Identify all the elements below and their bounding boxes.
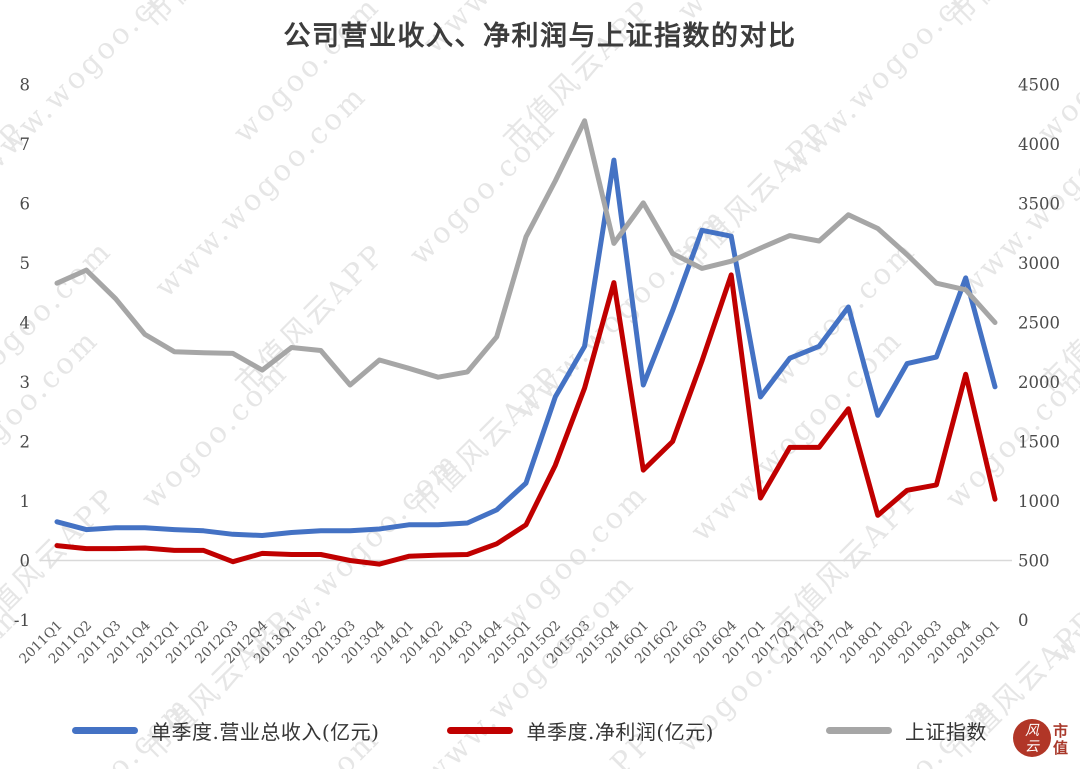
left-axis-tick: -1 [14,611,30,630]
logo-seal-text: 风云 [1025,722,1039,755]
right-axis-tick: 4500 [1018,76,1060,95]
logo-seal-icon: 风云 [1013,718,1051,757]
left-axis-tick: 8 [20,76,31,95]
right-axis-tick: 3500 [1018,195,1060,214]
series-line-1 [54,272,998,567]
left-axis-tick: 7 [20,135,31,154]
series-line-0 [54,157,998,538]
legend-item-sse-index: 上证指数 [825,716,987,745]
chart-legend: 单季度.营业总收入(亿元) 单季度.净利润(亿元) 上证指数 [72,716,987,745]
right-axis-tick: 1000 [1018,492,1060,511]
left-axis-tick: 5 [20,254,31,273]
right-axis-tick: 1500 [1018,433,1060,452]
legend-label: 上证指数 [904,720,987,744]
legend-item-net-profit: 单季度.净利润(亿元) [447,716,713,745]
right-axis-tick: 2500 [1018,314,1060,333]
right-axis-tick: 0 [1018,611,1029,630]
right-axis-tick: 2000 [1018,373,1060,392]
left-axis-tick: 1 [20,492,31,511]
legend-label: 单季度.营业总收入(亿元) [151,720,380,744]
left-axis-tick: 2 [20,433,31,452]
right-axis-tick: 3000 [1018,254,1060,273]
net-profit-line-swatch [447,727,514,734]
left-axis-tick: 3 [20,373,31,392]
right-axis-tick: 500 [1018,552,1050,571]
logo-side-text: 市值 [1053,721,1069,757]
site-logo: 风云 市值 [1013,718,1069,758]
revenue-line-swatch [72,727,138,734]
left-axis-tick: 0 [20,552,31,571]
chart-title: 公司营业收入、净利润与上证指数的对比 [283,21,797,52]
right-axis-tick: 4000 [1018,135,1060,154]
sse-index-line-swatch [825,727,892,734]
left-axis-tick: 6 [20,195,31,214]
legend-label: 单季度.净利润(亿元) [526,720,714,744]
series-line-2 [54,118,998,388]
legend-item-revenue: 单季度.营业总收入(亿元) [72,716,379,745]
left-axis-tick: 4 [20,314,31,333]
